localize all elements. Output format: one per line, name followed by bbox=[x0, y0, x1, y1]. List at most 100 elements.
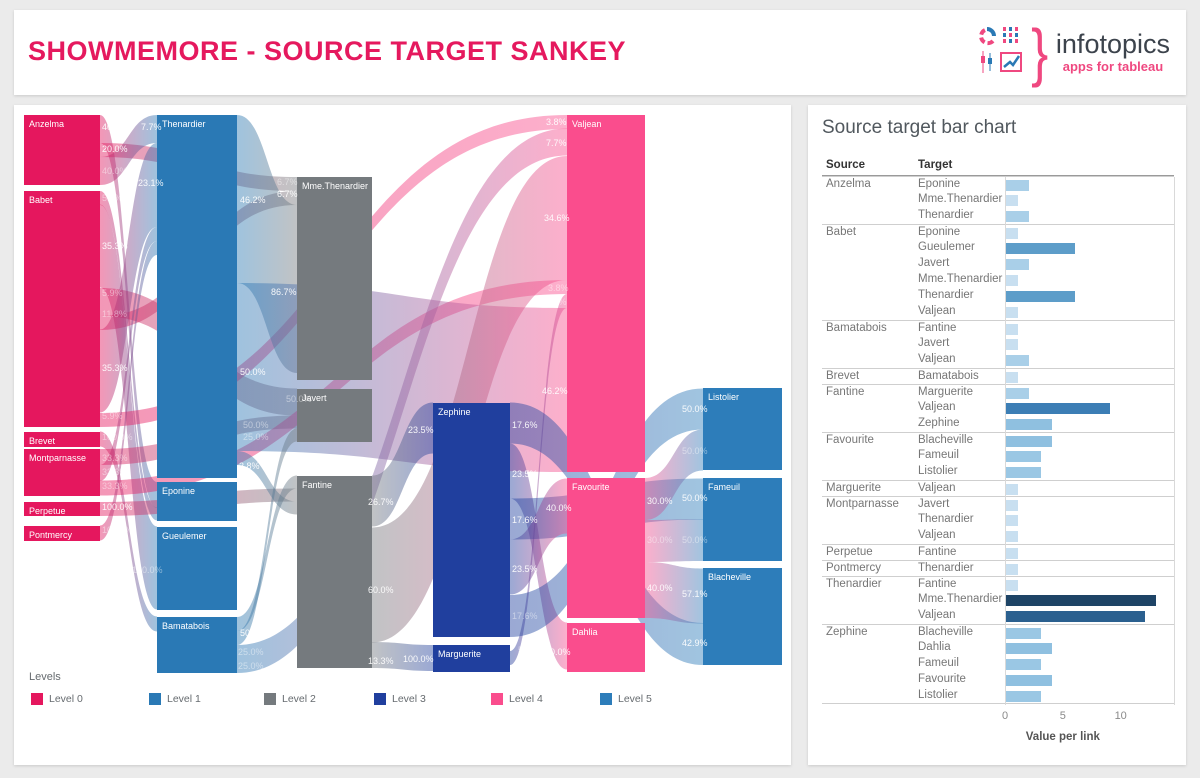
flow-percent-label: 50.0% bbox=[240, 367, 266, 377]
sankey-flow-babet-thenardier[interactable] bbox=[100, 143, 157, 413]
table-header: Source Target bbox=[822, 152, 1174, 176]
logo-name: infotopics bbox=[1055, 29, 1170, 59]
sankey-node-marguerite[interactable]: Marguerite bbox=[433, 645, 510, 672]
sankey-node-brevet[interactable]: Brevet bbox=[24, 432, 100, 447]
value-bar[interactable] bbox=[1006, 580, 1018, 591]
sankey-node-fantine[interactable]: Fantine bbox=[297, 476, 372, 668]
sankey-node-bamatabois[interactable]: Bamatabois bbox=[157, 617, 237, 673]
sankey-node-thenardier[interactable]: Thenardier bbox=[157, 115, 237, 478]
value-bar[interactable] bbox=[1006, 419, 1052, 430]
value-bar[interactable] bbox=[1006, 451, 1041, 462]
sankey-flow-anzelma-thenardier[interactable] bbox=[100, 115, 157, 185]
sankey-node-javert[interactable]: Javert bbox=[297, 389, 372, 442]
sankey-node-blacheville[interactable]: Blacheville bbox=[703, 568, 782, 665]
legend-item-level-2[interactable]: Level 2 bbox=[264, 693, 316, 705]
value-bar[interactable] bbox=[1006, 339, 1018, 350]
value-bar[interactable] bbox=[1006, 195, 1018, 206]
source-cell: Zephine bbox=[826, 626, 868, 638]
value-bar[interactable] bbox=[1006, 259, 1029, 270]
value-bar[interactable] bbox=[1006, 659, 1041, 670]
sankey-node-anzelma[interactable]: Anzelma bbox=[24, 115, 100, 185]
flow-percent-label: 11.8% bbox=[102, 309, 127, 319]
value-bar[interactable] bbox=[1006, 228, 1018, 239]
legend-item-level-1[interactable]: Level 1 bbox=[149, 693, 201, 705]
sankey-flow-favourite-listolier[interactable] bbox=[645, 429, 703, 521]
sankey-node-dahlia[interactable]: Dahlia bbox=[567, 623, 645, 672]
value-bar[interactable] bbox=[1006, 691, 1041, 702]
sankey-flow-fantine-zephine[interactable] bbox=[372, 402, 433, 527]
legend-label: Level 2 bbox=[282, 693, 316, 705]
value-bar[interactable] bbox=[1006, 211, 1029, 222]
sankey-node-valjean[interactable]: Valjean bbox=[567, 115, 645, 472]
sankey-flow-fantine-marguerite[interactable] bbox=[372, 642, 433, 671]
value-bar[interactable] bbox=[1006, 372, 1018, 383]
sankey-flow-brevet-bamatabois[interactable] bbox=[100, 431, 157, 632]
sankey-node-eponine[interactable]: Eponine bbox=[157, 482, 237, 521]
sankey-flow-bamatabois-javert[interactable] bbox=[237, 428, 297, 646]
target-cell: Zephine bbox=[918, 417, 960, 429]
target-cell: Fantine bbox=[918, 578, 957, 590]
legend-item-level-0[interactable]: Level 0 bbox=[31, 693, 83, 705]
sankey-node-fameuil[interactable]: Fameuil bbox=[703, 478, 782, 561]
value-bar[interactable] bbox=[1006, 515, 1018, 526]
flow-percent-label: 50.0% bbox=[682, 535, 708, 545]
axis-gridline bbox=[1005, 177, 1006, 705]
sankey-node-zephine[interactable]: Zephine bbox=[433, 403, 510, 637]
target-cell: Valjean bbox=[918, 401, 956, 413]
source-target-table: Source Target Anzelma Eponine Mme.Thenardi… bbox=[822, 152, 1174, 704]
value-bar[interactable] bbox=[1006, 355, 1029, 366]
value-bar[interactable] bbox=[1006, 403, 1110, 414]
sankey-flow-fantine-valjean[interactable] bbox=[372, 156, 567, 643]
sankey-node-gueulemer[interactable]: Gueulemer bbox=[157, 527, 237, 610]
legend-item-level-4[interactable]: Level 4 bbox=[491, 693, 543, 705]
value-bar[interactable] bbox=[1006, 467, 1041, 478]
table-row: Pontmercy Thenardier bbox=[822, 560, 1174, 576]
legend-item-level-5[interactable]: Level 5 bbox=[600, 693, 652, 705]
value-bar[interactable] bbox=[1006, 531, 1018, 542]
value-bar[interactable] bbox=[1006, 436, 1052, 447]
bar-chart-panel: Source target bar chart Source Target An… bbox=[808, 105, 1186, 765]
sankey-flow-montparnasse-thenardier[interactable] bbox=[100, 227, 157, 481]
table-row: Thenardier Fantine bbox=[822, 576, 1174, 592]
target-cell: Valjean bbox=[918, 305, 956, 317]
legend-label: Level 1 bbox=[167, 693, 201, 705]
sankey-node-mme.thenardier[interactable]: Mme.Thenardier bbox=[297, 177, 372, 380]
value-bar[interactable] bbox=[1006, 548, 1018, 559]
brace-glyph: } bbox=[1030, 16, 1048, 88]
legend-item-level-3[interactable]: Level 3 bbox=[374, 693, 426, 705]
flow-percent-label: 50.0% bbox=[240, 628, 266, 638]
value-bar[interactable] bbox=[1006, 675, 1052, 686]
value-bar[interactable] bbox=[1006, 564, 1018, 575]
sankey-flow-bamatabois-fantine[interactable] bbox=[237, 475, 297, 632]
value-bar[interactable] bbox=[1006, 484, 1018, 495]
value-bar[interactable] bbox=[1006, 643, 1052, 654]
line-chart-icon bbox=[999, 51, 1022, 72]
sankey-flow-bamatabois-valjean[interactable] bbox=[237, 128, 567, 674]
value-bar[interactable] bbox=[1006, 324, 1018, 335]
sankey-flow-pontmercy-thenardier[interactable] bbox=[100, 241, 157, 541]
value-bar[interactable] bbox=[1006, 611, 1145, 622]
value-bar[interactable] bbox=[1006, 388, 1029, 399]
value-bar[interactable] bbox=[1006, 628, 1041, 639]
sankey-flow-marguerite-valjean[interactable] bbox=[510, 294, 567, 665]
sankey-node-babet[interactable]: Babet bbox=[24, 191, 100, 427]
sankey-node-perpetue[interactable]: Perpetue bbox=[24, 502, 100, 516]
sankey-node-montparnasse[interactable]: Montparnasse bbox=[24, 449, 100, 496]
value-bar[interactable] bbox=[1006, 180, 1029, 191]
value-bar[interactable] bbox=[1006, 500, 1018, 511]
sankey-flow-favourite-blacheville[interactable] bbox=[645, 562, 703, 624]
value-bar[interactable] bbox=[1006, 243, 1075, 254]
target-cell: Mme.Thenardier bbox=[918, 193, 1003, 205]
sankey-flow-favourite-fameuil[interactable] bbox=[645, 519, 703, 562]
sankey-node-favourite[interactable]: Favourite bbox=[567, 478, 645, 618]
sankey-flow-zephine-favourite[interactable] bbox=[510, 478, 567, 595]
table-row: Valjean bbox=[822, 304, 1174, 320]
legend-swatch bbox=[31, 693, 43, 705]
sankey-node-listolier[interactable]: Listolier bbox=[703, 388, 782, 470]
value-bar[interactable] bbox=[1006, 307, 1018, 318]
value-bar[interactable] bbox=[1006, 595, 1156, 606]
flow-percent-label: 40.0% bbox=[102, 166, 128, 176]
value-bar[interactable] bbox=[1006, 291, 1075, 302]
value-bar[interactable] bbox=[1006, 275, 1018, 286]
sankey-node-pontmercy[interactable]: Pontmercy bbox=[24, 526, 100, 541]
